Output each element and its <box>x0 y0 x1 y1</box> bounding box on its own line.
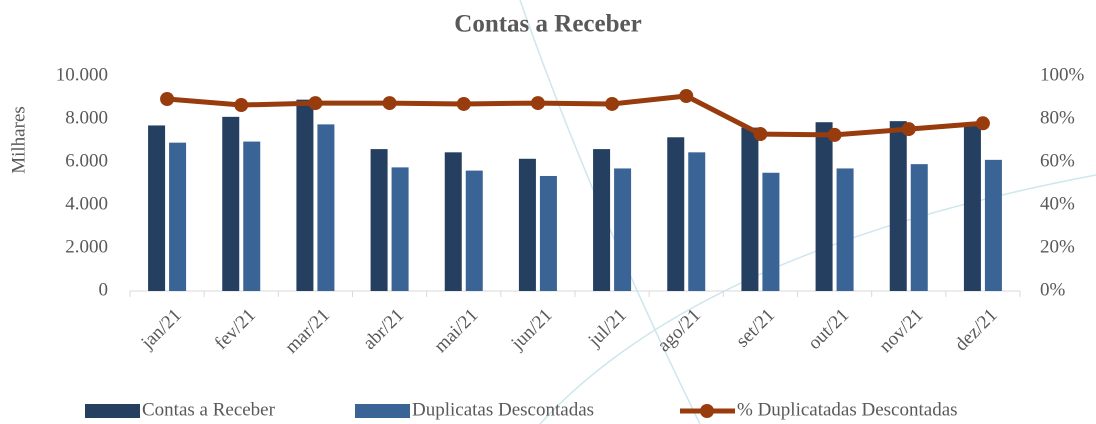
y-tick-label: 2.000 <box>65 236 108 257</box>
y-tick-label: 10.000 <box>56 64 108 85</box>
x-tick-label: ago/21 <box>653 305 704 356</box>
x-tick-label: jun/21 <box>507 305 557 355</box>
marker <box>160 92 175 107</box>
bar <box>148 125 166 291</box>
x-tick-label: fev/21 <box>211 305 260 354</box>
x-tick-label: mai/21 <box>430 305 482 357</box>
y2-tick-label: 40% <box>1040 193 1075 214</box>
bar <box>444 152 462 291</box>
bar <box>910 164 928 291</box>
y-tick-label: 0 <box>99 279 109 300</box>
y2-tick-label: 0% <box>1040 279 1066 300</box>
bar <box>667 137 685 291</box>
y2-tick-label: 80% <box>1040 107 1075 128</box>
bar <box>518 158 536 291</box>
legend-swatch <box>700 404 714 418</box>
bar <box>836 168 854 291</box>
legend-label: % Duplicatadas Descontadas <box>737 399 958 420</box>
marker <box>827 127 842 142</box>
x-tick-label: mar/21 <box>281 305 334 358</box>
bar <box>317 124 335 291</box>
x-tick-label: dez/21 <box>951 305 1002 356</box>
x-tick-label: jul/21 <box>584 305 631 352</box>
bar <box>222 116 240 291</box>
y-tick-label: 4.000 <box>65 193 108 214</box>
y2-tick-label: 100% <box>1040 64 1085 85</box>
y-axis-title: Milhares <box>8 106 29 174</box>
bar <box>688 152 706 291</box>
x-tick-label: out/21 <box>804 305 853 354</box>
marker <box>605 96 620 111</box>
marker <box>753 127 768 142</box>
legend-swatch <box>85 404 140 418</box>
bar <box>465 170 483 291</box>
bar <box>614 168 632 291</box>
marker <box>456 96 471 111</box>
bar <box>391 167 409 291</box>
bar <box>963 125 981 291</box>
bar <box>243 141 261 291</box>
chart-title: Contas a Receber <box>454 11 641 38</box>
x-tick-label: jan/21 <box>137 305 186 354</box>
x-tick-label: set/21 <box>732 305 779 352</box>
marker <box>382 96 397 111</box>
y-tick-label: 8.000 <box>65 107 108 128</box>
y-tick-label: 6.000 <box>65 150 108 171</box>
bar <box>984 159 1002 291</box>
bar <box>593 149 611 291</box>
marker <box>234 98 249 113</box>
marker <box>975 116 990 131</box>
legend-swatch <box>355 404 410 418</box>
y2-tick-label: 60% <box>1040 150 1075 171</box>
marker <box>530 96 545 111</box>
bar <box>296 99 314 292</box>
bar <box>889 121 907 292</box>
y2-tick-label: 20% <box>1040 236 1075 257</box>
bar <box>762 172 780 291</box>
legend-label: Duplicatas Descontadas <box>412 399 594 420</box>
legend-label: Contas a Receber <box>142 399 276 420</box>
marker <box>308 96 323 111</box>
marker <box>679 88 694 103</box>
bar <box>370 149 388 291</box>
bar <box>539 175 557 291</box>
bar <box>815 122 833 291</box>
line <box>166 93 984 138</box>
marker <box>901 122 916 137</box>
bar <box>169 142 187 291</box>
x-tick-label: abr/21 <box>359 305 408 354</box>
x-tick-label: nov/21 <box>875 305 927 357</box>
bar <box>741 127 759 291</box>
